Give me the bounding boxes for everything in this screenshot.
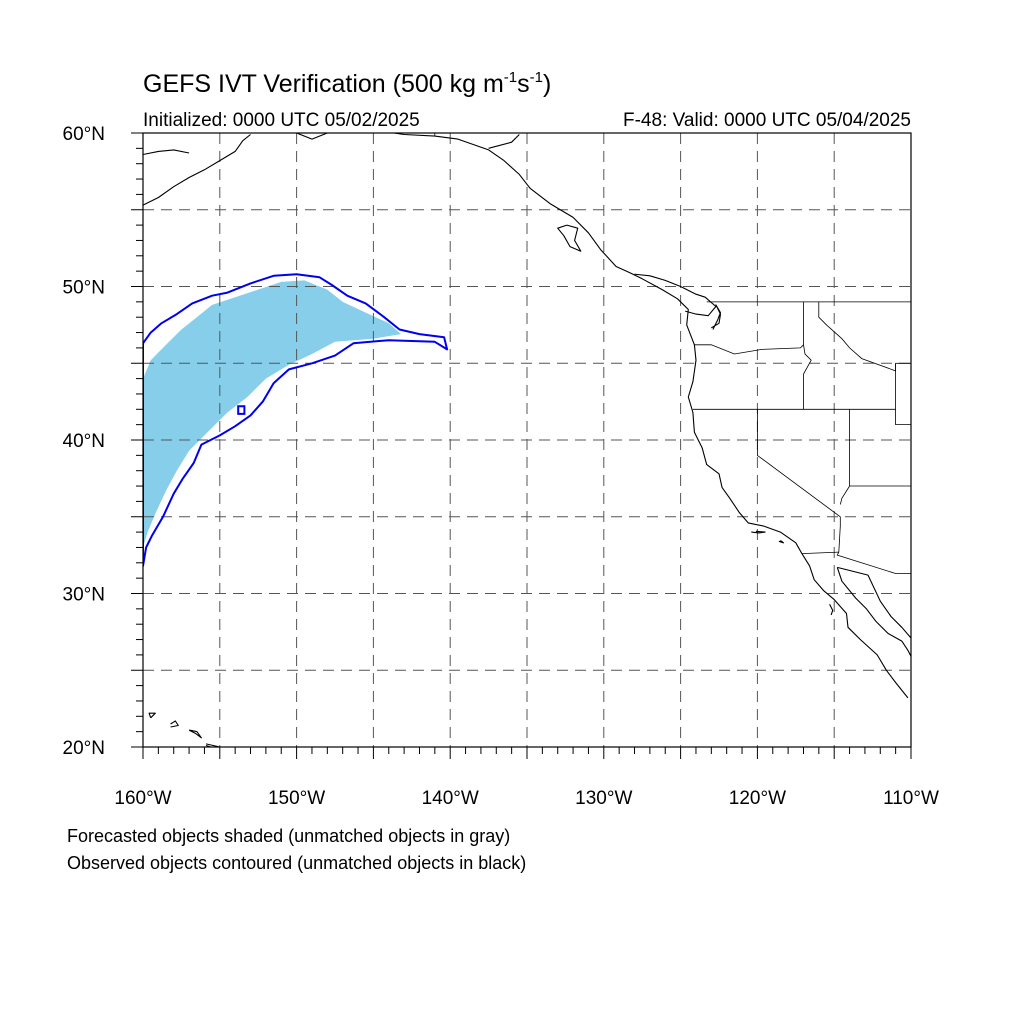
title-exponent-1: -1 (503, 69, 518, 86)
coastline (143, 149, 190, 156)
political-border (839, 409, 850, 505)
lon-label: 130°W (575, 788, 632, 809)
coastline (837, 566, 911, 639)
lon-label: 150°W (268, 788, 325, 809)
title-exponent-2: -1 (529, 69, 543, 86)
forecast-objects-layer (143, 280, 401, 548)
coastline (205, 743, 221, 747)
geography-layer (143, 133, 911, 747)
coastline (148, 712, 156, 719)
lon-label: 110°W (883, 788, 939, 809)
coastline (711, 304, 722, 330)
title-prefix: GEFS IVT Verification (500 kg m (143, 70, 504, 98)
coastline (170, 720, 179, 728)
coastline (634, 273, 717, 317)
coastline (188, 729, 202, 739)
political-border (803, 301, 812, 410)
legend-note-forecast: Forecasted objects shaded (unmatched obj… (67, 826, 511, 846)
graticule-layer (143, 133, 911, 747)
observed-objects-layer (143, 273, 449, 567)
coastline (557, 224, 582, 252)
legend-note-observed: Observed objects contoured (unmatched ob… (67, 853, 527, 873)
political-border (895, 409, 911, 426)
forecast-object-shaded (143, 280, 401, 548)
title-mid: s (517, 70, 530, 98)
political-border (757, 409, 911, 574)
axis-labels-layer: 60°N 50°N 40°N 30°N 20°N 160°W 150°W 140°W 130°W… (63, 124, 939, 809)
coastline (488, 134, 520, 149)
coastline (143, 134, 251, 206)
political-border (818, 301, 896, 372)
map-title: GEFS IVT Verification (500 kg m-1s-1) (143, 70, 551, 99)
political-border (694, 344, 804, 355)
lon-label: 160°W (114, 788, 171, 809)
lat-label: 60°N (63, 124, 105, 145)
title-suffix: ) (542, 70, 552, 98)
lon-label: 140°W (422, 788, 479, 809)
lat-label: 30°N (63, 585, 105, 606)
coastline (829, 603, 834, 616)
lon-label: 120°W (729, 788, 786, 809)
coastline (836, 567, 911, 657)
coastline (296, 133, 909, 699)
axis-ticks-layer (131, 132, 912, 759)
coastline (778, 540, 785, 544)
valid-time: F-48: Valid: 0000 UTC 05/04/2025 (623, 110, 911, 131)
lat-label: 40°N (63, 431, 105, 452)
initialized-time: Initialized: 0000 UTC 05/02/2025 (143, 110, 420, 131)
coastline (751, 530, 766, 534)
lat-label: 50°N (63, 278, 105, 299)
observed-object-contour-small (237, 405, 246, 415)
political-border (801, 551, 839, 554)
observed-object-contour (143, 273, 449, 567)
lat-label: 20°N (63, 738, 105, 759)
